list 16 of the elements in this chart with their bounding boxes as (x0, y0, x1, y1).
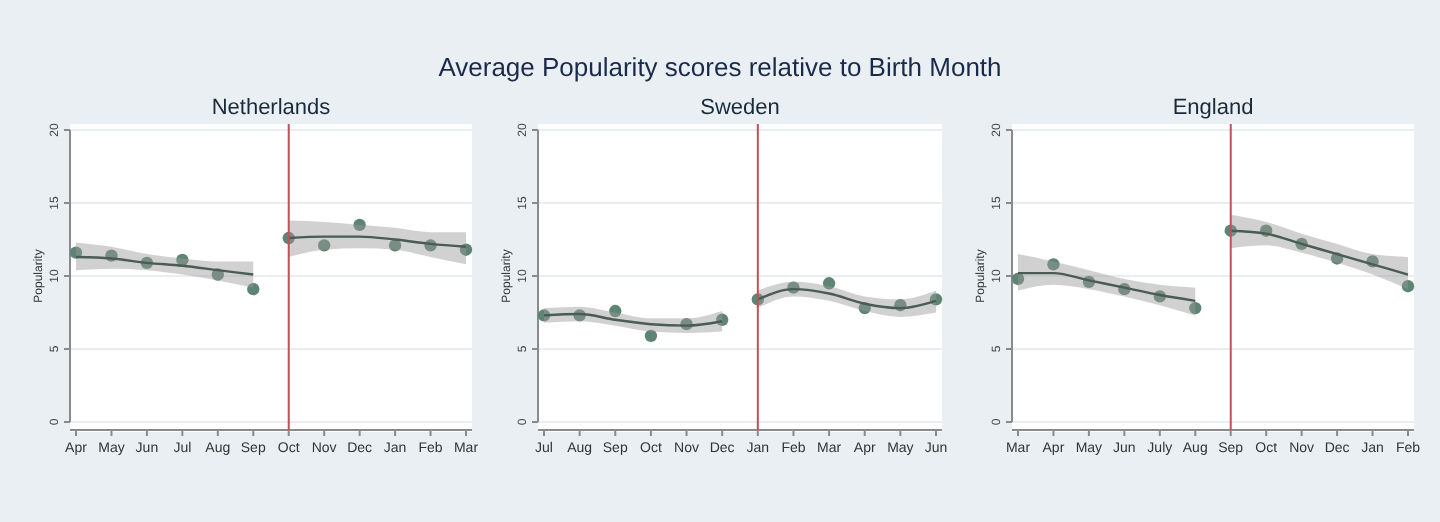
point (822, 277, 836, 290)
point (644, 329, 658, 343)
point (1047, 258, 1060, 271)
point (353, 218, 366, 232)
point (609, 304, 622, 318)
point (318, 239, 331, 252)
text: Average Popularity scores relative to Birth Month (438, 52, 1002, 82)
point (1189, 301, 1202, 315)
chart-subtitle: Sweden (700, 96, 780, 120)
point (69, 246, 83, 259)
point (1401, 280, 1415, 293)
chart-subtitle: Netherlands (211, 96, 332, 120)
chart-subtitle: England (1172, 96, 1254, 120)
point (1011, 272, 1025, 286)
point (247, 282, 260, 296)
point (176, 253, 189, 267)
